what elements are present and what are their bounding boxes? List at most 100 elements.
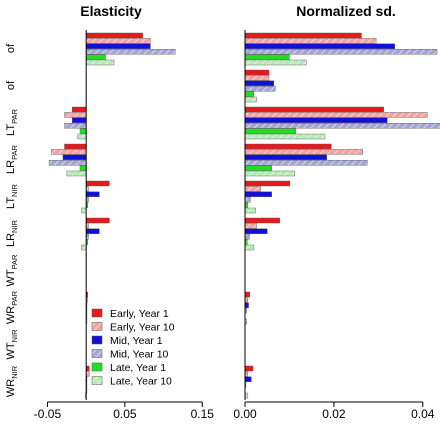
normalized-sd-bar-early-year-1-cat-8 xyxy=(245,292,250,297)
legend-swatch-late-year-1 xyxy=(92,363,102,371)
elasticity-bar-early-year-1-cat-6 xyxy=(86,218,109,223)
normalized-sd-bar-mid-year-10-cat-1 xyxy=(245,49,437,54)
category-label-7: WTPAR xyxy=(5,254,19,287)
normalized-sd-bar-early-year-1-cat-1 xyxy=(245,33,361,38)
normalized-sd-bar-early-year-1-cat-6 xyxy=(245,218,280,223)
normalized-sd-bar-late-year-10-cat-5 xyxy=(245,208,256,213)
normalized-sd-bar-early-year-1-cat-2 xyxy=(245,70,269,75)
category-label-base: WT xyxy=(5,342,17,359)
elasticity-bar-late-year-10-cat-1 xyxy=(86,60,114,65)
legend-swatch-late-year-10 xyxy=(92,377,102,385)
normalized-sd-bar-early-year-1-cat-10 xyxy=(245,366,253,371)
normalized-sd-bar-late-year-1-cat-2 xyxy=(245,92,254,97)
normalized-sd-bar-mid-year-1-cat-4 xyxy=(245,155,327,160)
category-label-4: LRPAR xyxy=(5,144,19,174)
elasticity-bar-late-year-10-cat-6 xyxy=(82,245,87,250)
normalized-sd-bar-mid-year-1-cat-1 xyxy=(245,44,395,49)
elasticity-bar-late-year-10-cat-5 xyxy=(82,208,87,213)
normalized-sd-bar-mid-year-10-cat-4 xyxy=(245,160,367,165)
normalized-sd-bar-mid-year-10-cat-5 xyxy=(245,197,250,202)
category-label-subscript: NIR xyxy=(10,365,19,379)
elasticity-bar-early-year-10-cat-1 xyxy=(86,38,150,43)
category-label-base: WR xyxy=(5,379,17,397)
elasticity-tick-label-2: 0.05 xyxy=(113,407,137,421)
elasticity-bar-mid-year-1-cat-5 xyxy=(86,192,99,197)
legend-label-early-year-10: Early, Year 10 xyxy=(110,322,175,334)
elasticity-bar-late-year-1-cat-3 xyxy=(80,129,86,134)
elasticity-bar-mid-year-1-cat-4 xyxy=(63,155,86,160)
elasticity-tick-label-1: -0.05 xyxy=(34,407,62,421)
normalized-sd-bar-late-year-1-cat-1 xyxy=(245,55,289,60)
category-label-subscript: PAR xyxy=(10,144,19,159)
category-label-9: WTNIR xyxy=(5,329,19,360)
category-label-base: LR xyxy=(5,160,17,174)
normalized-sd-panel-title: Normalized sd. xyxy=(296,3,396,19)
category-label-5: LTNIR xyxy=(5,183,19,209)
legend-swatch-mid-year-1 xyxy=(92,336,102,344)
elasticity-bar-early-year-10-cat-3 xyxy=(65,112,87,117)
legend-swatch-early-year-10 xyxy=(92,323,102,331)
normalized-sd-bar-mid-year-10-cat-3 xyxy=(245,123,440,128)
legend-label-early-year-1: Early, Year 1 xyxy=(110,308,169,320)
normalized-sd-bar-mid-year-1-cat-3 xyxy=(245,118,387,123)
normalized-sd-bar-late-year-10-cat-3 xyxy=(245,134,325,139)
normalized-sd-bar-late-year-10-cat-1 xyxy=(245,60,306,65)
category-label-subscript: NIR xyxy=(10,219,19,233)
normalized-sd-bar-mid-year-1-cat-5 xyxy=(245,192,272,197)
elasticity-bar-mid-year-1-cat-6 xyxy=(86,229,99,234)
legend-label-late-year-1: Late, Year 1 xyxy=(110,362,166,374)
category-label-3: LTPAR xyxy=(5,108,19,135)
normalized-sd-bar-late-year-1-cat-3 xyxy=(245,129,296,134)
elasticity-bar-late-year-10-cat-4 xyxy=(67,171,86,176)
normalized-sd-bar-early-year-10-cat-4 xyxy=(245,149,363,154)
elasticity-bar-early-year-10-cat-4 xyxy=(51,149,86,154)
category-label-6: LRNIR xyxy=(5,219,19,247)
elasticity-bar-late-year-1-cat-4 xyxy=(80,166,86,171)
elasticity-bar-mid-year-10-cat-3 xyxy=(65,123,87,128)
normalized-sd-bar-late-year-10-cat-6 xyxy=(245,245,254,250)
legend-label-mid-year-1: Mid, Year 1 xyxy=(110,335,163,347)
elasticity-bar-mid-year-1-cat-3 xyxy=(72,118,86,123)
normalized-sd-bar-mid-year-1-cat-10 xyxy=(245,377,251,382)
category-label-1: of xyxy=(5,43,17,53)
elasticity-bar-early-year-1-cat-3 xyxy=(72,107,86,112)
normalized-sd-bar-early-year-1-cat-5 xyxy=(245,181,290,186)
normalized-sd-tick-label-1: 0.00 xyxy=(233,407,257,421)
category-label-8: WRPAR xyxy=(5,290,19,324)
elasticity-bar-late-year-1-cat-1 xyxy=(86,55,105,60)
normalized-sd-bar-mid-year-1-cat-6 xyxy=(245,229,267,234)
category-label-subscript: PAR xyxy=(10,290,19,305)
category-label-subscript: NIR xyxy=(10,183,19,197)
normalized-sd-bar-early-year-10-cat-1 xyxy=(245,38,376,43)
normalized-sd-bar-early-year-10-cat-6 xyxy=(245,223,257,228)
legend-label-mid-year-10: Mid, Year 10 xyxy=(110,349,169,361)
elasticity-bar-early-year-1-cat-4 xyxy=(65,144,87,149)
normalized-sd-bar-early-year-10-cat-2 xyxy=(245,75,269,80)
normalized-sd-bars xyxy=(245,33,440,398)
normalized-sd-bar-early-year-1-cat-3 xyxy=(245,107,384,112)
elasticity-bar-mid-year-1-cat-1 xyxy=(86,44,150,49)
category-label-subscript: NIR xyxy=(10,329,19,343)
category-label-subscript: PAR xyxy=(10,254,19,269)
normalized-sd-bar-late-year-10-cat-2 xyxy=(245,97,257,102)
category-label-2: of xyxy=(5,80,17,90)
category-label-base: LT xyxy=(5,124,17,136)
normalized-sd-bar-mid-year-1-cat-2 xyxy=(245,81,274,86)
elasticity-bar-late-year-10-cat-3 xyxy=(78,134,87,139)
normalized-sd-bar-early-year-1-cat-4 xyxy=(245,144,331,149)
category-label-base: of xyxy=(5,80,17,90)
elasticity-bar-mid-year-10-cat-1 xyxy=(86,49,175,54)
category-label-base: WT xyxy=(5,269,17,286)
normalized-sd-bar-mid-year-10-cat-6 xyxy=(245,234,249,239)
category-label-subscript: PAR xyxy=(10,108,19,123)
category-label-base: of xyxy=(5,43,17,53)
legend-swatch-mid-year-10 xyxy=(92,350,102,358)
category-label-base: LR xyxy=(5,233,17,247)
normalized-sd-bar-mid-year-10-cat-2 xyxy=(245,86,275,91)
category-label-base: LT xyxy=(5,197,17,209)
